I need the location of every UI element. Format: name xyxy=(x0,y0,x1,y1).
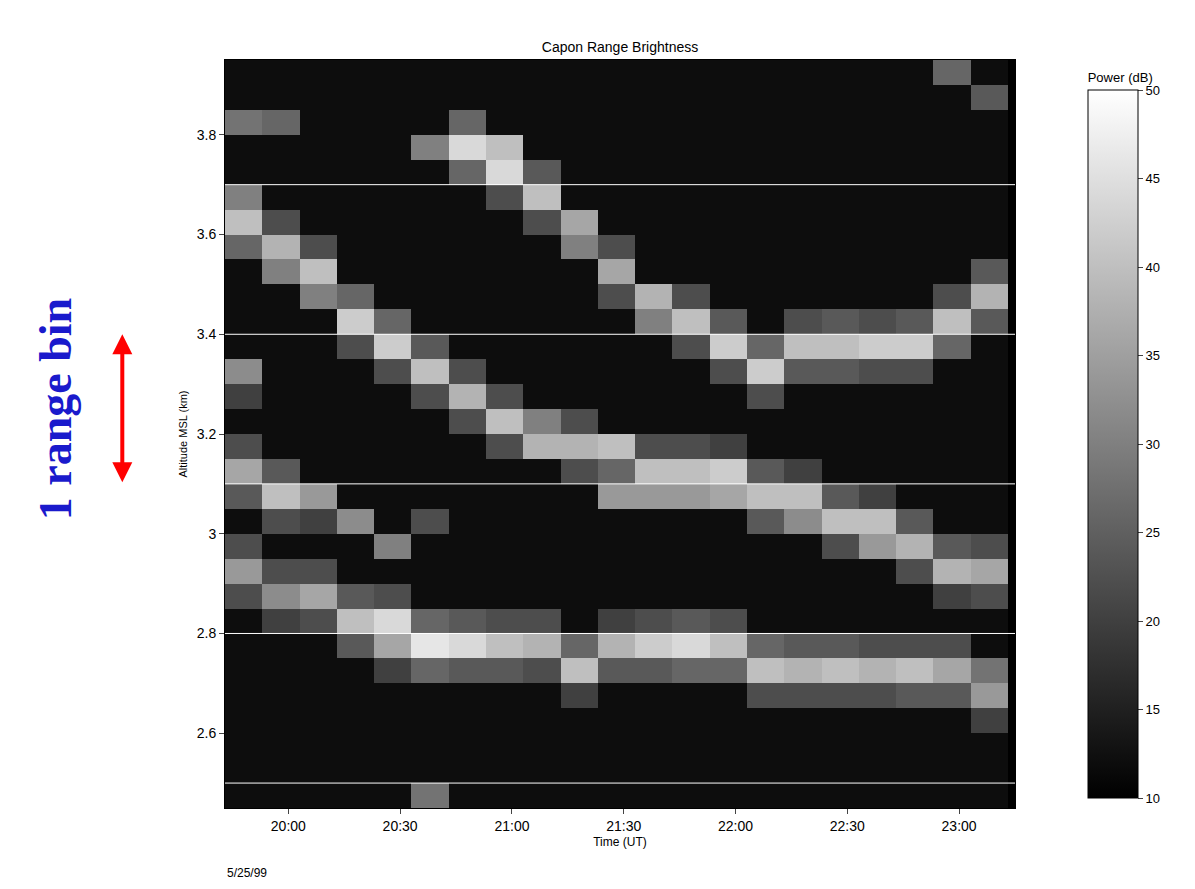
svg-text:50: 50 xyxy=(1146,83,1160,98)
svg-text:3.2: 3.2 xyxy=(197,426,217,442)
svg-text:25: 25 xyxy=(1146,525,1160,540)
svg-text:21:00: 21:00 xyxy=(494,818,529,834)
svg-text:21:30: 21:30 xyxy=(606,818,641,834)
svg-text:20:30: 20:30 xyxy=(383,818,418,834)
svg-text:10: 10 xyxy=(1146,791,1160,806)
svg-text:Time (UT): Time (UT) xyxy=(593,835,647,849)
svg-text:3.8: 3.8 xyxy=(197,127,217,143)
svg-text:Capon Range Brightness: Capon Range Brightness xyxy=(542,39,698,55)
svg-text:3.4: 3.4 xyxy=(197,326,217,342)
svg-text:22:30: 22:30 xyxy=(830,818,865,834)
svg-text:20: 20 xyxy=(1146,614,1160,629)
svg-text:Altitude MSL (km): Altitude MSL (km) xyxy=(177,390,189,477)
svg-text:15: 15 xyxy=(1146,702,1160,717)
svg-text:22:00: 22:00 xyxy=(718,818,753,834)
svg-text:3.6: 3.6 xyxy=(197,226,217,242)
svg-text:23:00: 23:00 xyxy=(942,818,977,834)
svg-text:35: 35 xyxy=(1146,348,1160,363)
svg-text:Power (dB): Power (dB) xyxy=(1088,70,1153,85)
svg-text:20:00: 20:00 xyxy=(271,818,306,834)
svg-text:5/25/99: 5/25/99 xyxy=(227,866,267,880)
svg-text:1 range bin: 1 range bin xyxy=(30,298,81,520)
svg-text:2.8: 2.8 xyxy=(197,625,217,641)
svg-text:45: 45 xyxy=(1146,171,1160,186)
svg-text:40: 40 xyxy=(1146,260,1160,275)
svg-text:2.6: 2.6 xyxy=(197,725,217,741)
svg-text:3: 3 xyxy=(208,526,216,542)
svg-text:30: 30 xyxy=(1146,437,1160,452)
